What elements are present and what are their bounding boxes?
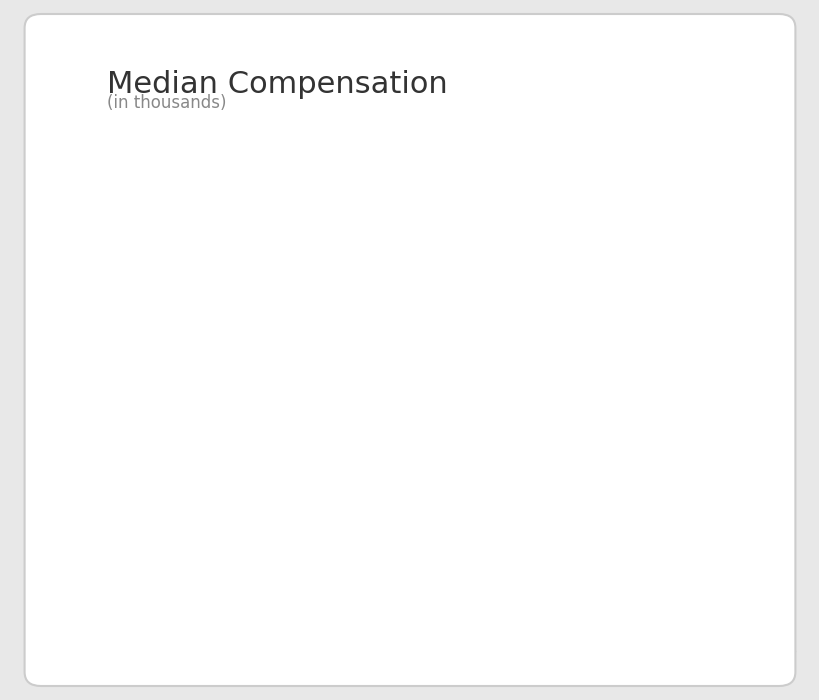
Text: $938.0: $938.0 [178, 168, 237, 183]
Text: Top 5 vs. TrueView: Top 5 vs. TrueView [598, 217, 772, 235]
Bar [160, 186, 438, 297]
Text: $672.1: $672.1 [545, 300, 604, 315]
Text: Median Compensation: Median Compensation [106, 70, 447, 99]
Polygon shape [563, 223, 589, 267]
Text: (in thousands): (in thousands) [106, 94, 226, 113]
Bar [527, 318, 622, 651]
Text: TrueView: TrueView [382, 433, 400, 534]
Text: Top 5 ECS: Top 5 ECS [565, 441, 584, 548]
Bar [160, 186, 255, 651]
Bar [343, 297, 438, 651]
Text: $222,645: $222,645 [598, 242, 772, 275]
Text: $715.4: $715.4 [361, 279, 420, 293]
Text: Top 5: Top 5 [198, 400, 217, 458]
FancyBboxPatch shape [586, 186, 785, 304]
Text: Difference: Difference [636, 200, 734, 218]
